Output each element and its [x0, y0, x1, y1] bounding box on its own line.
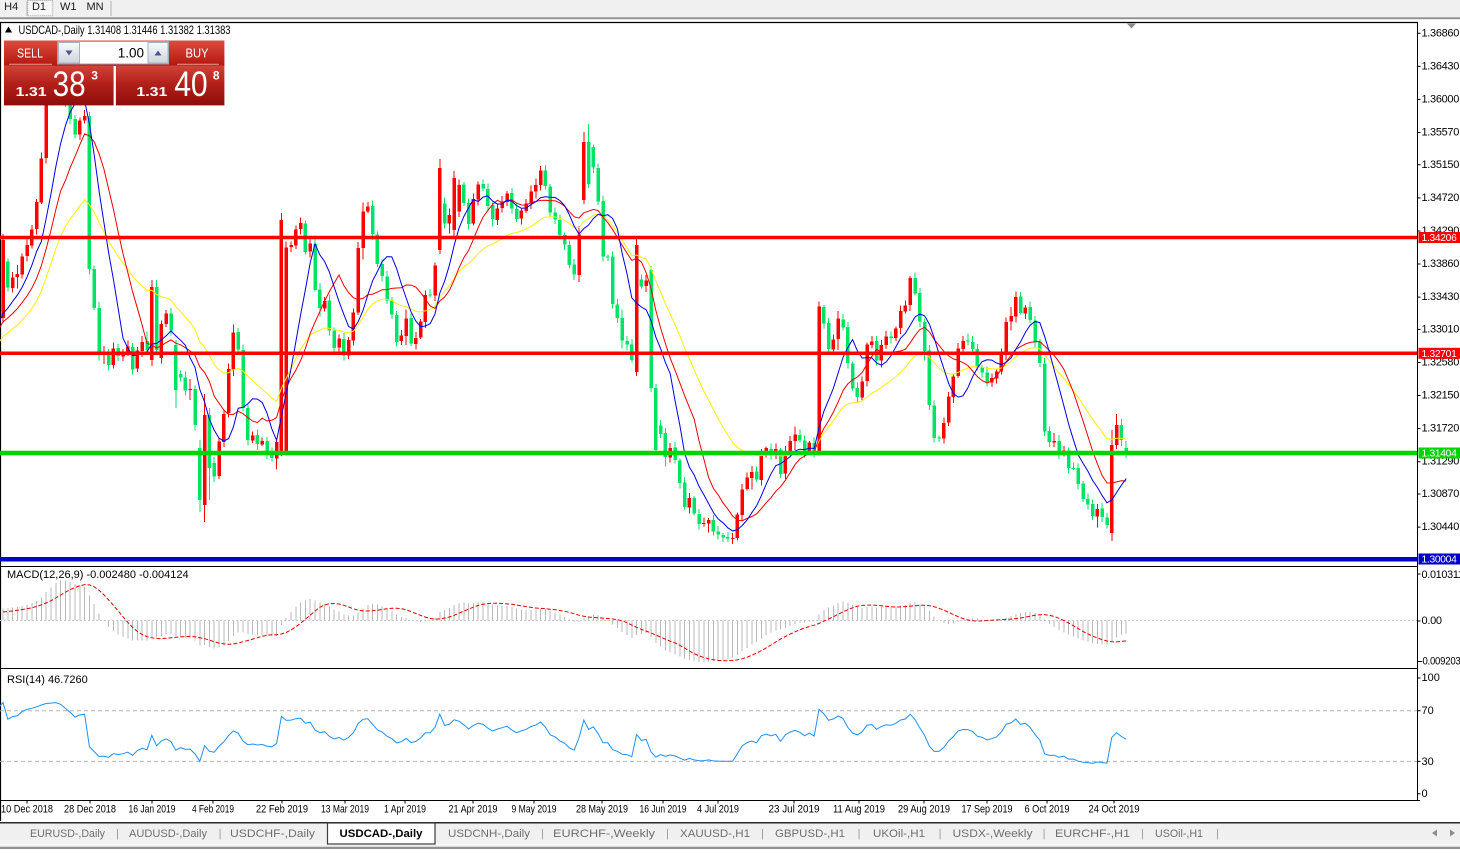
svg-text:-0.009203: -0.009203 [1420, 656, 1460, 668]
svg-text:|: | [1141, 828, 1144, 840]
svg-text:1.30440: 1.30440 [1422, 521, 1460, 533]
svg-text:70: 70 [1422, 705, 1434, 717]
svg-text:21 Apr 2019: 21 Apr 2019 [449, 804, 498, 816]
svg-text:AUDUSD-,Daily: AUDUSD-,Daily [129, 828, 207, 840]
svg-text:|: | [116, 828, 119, 840]
svg-text:USDCAD-,Daily: USDCAD-,Daily [340, 828, 424, 840]
svg-text:3: 3 [91, 69, 98, 83]
svg-text:USDCHF-,Daily: USDCHF-,Daily [230, 828, 316, 840]
svg-text:|: | [219, 828, 222, 840]
svg-text:28 May 2019: 28 May 2019 [576, 804, 628, 816]
svg-text:|: | [541, 828, 544, 840]
svg-text:17 Sep 2019: 17 Sep 2019 [962, 804, 1013, 816]
svg-text:1.36860: 1.36860 [1422, 27, 1460, 39]
svg-text:UKOil-,H1: UKOil-,H1 [873, 828, 925, 840]
svg-text:|: | [1043, 828, 1046, 840]
svg-text:9 May 2019: 9 May 2019 [512, 804, 557, 816]
svg-text:1 Apr 2019: 1 Apr 2019 [384, 804, 426, 816]
svg-text:22 Feb 2019: 22 Feb 2019 [256, 804, 308, 816]
svg-text:W1: W1 [60, 1, 77, 13]
svg-text:|: | [666, 828, 669, 840]
svg-text:1.32150: 1.32150 [1422, 390, 1460, 402]
svg-text:USOil-,H1: USOil-,H1 [1155, 828, 1203, 840]
svg-text:1.36000: 1.36000 [1422, 93, 1460, 105]
svg-text:1.36430: 1.36430 [1422, 60, 1460, 72]
svg-text:0.00: 0.00 [1422, 615, 1442, 627]
svg-text:H4: H4 [4, 1, 18, 13]
svg-text:28 Dec 2018: 28 Dec 2018 [64, 804, 116, 816]
svg-text:GBPUSD-,H1: GBPUSD-,H1 [775, 828, 845, 840]
svg-text:1.33430: 1.33430 [1422, 291, 1460, 303]
svg-text:16 Jun 2019: 16 Jun 2019 [640, 804, 687, 816]
svg-text:11 Aug 2019: 11 Aug 2019 [833, 804, 885, 816]
svg-text:BUY: BUY [186, 47, 210, 61]
svg-text:30: 30 [1422, 756, 1434, 768]
svg-text:EURCHF-,H1: EURCHF-,H1 [1055, 828, 1130, 840]
svg-text:USDX-,Weekly: USDX-,Weekly [953, 828, 1034, 840]
svg-text:|: | [939, 828, 942, 840]
svg-text:1.31720: 1.31720 [1422, 423, 1460, 435]
svg-text:13 Mar 2019: 13 Mar 2019 [321, 804, 369, 816]
svg-text:1.33860: 1.33860 [1422, 258, 1460, 270]
svg-text:EURUSD-,Daily: EURUSD-,Daily [30, 828, 105, 840]
svg-text:1.31: 1.31 [136, 84, 167, 99]
svg-text:6 Oct 2019: 6 Oct 2019 [1025, 804, 1070, 816]
svg-text:24 Oct 2019: 24 Oct 2019 [1089, 804, 1140, 816]
svg-text:23 Jul 2019: 23 Jul 2019 [769, 804, 820, 816]
svg-text:1.34206: 1.34206 [1422, 232, 1457, 244]
svg-text:MN: MN [86, 1, 103, 13]
svg-text:29 Aug 2019: 29 Aug 2019 [898, 804, 950, 816]
svg-text:USDCAD-,Daily 1.31408 1.31446: USDCAD-,Daily 1.31408 1.31446 1.31382 1.… [19, 23, 231, 37]
svg-text:EURCHF-,Weekly: EURCHF-,Weekly [553, 828, 656, 840]
svg-text:D1: D1 [32, 1, 46, 13]
svg-text:RSI(14) 46.7260: RSI(14) 46.7260 [7, 674, 88, 686]
svg-text:1.35150: 1.35150 [1422, 159, 1460, 171]
svg-text:1.34720: 1.34720 [1422, 192, 1460, 204]
svg-text:MACD(12,26,9) -0.002480 -0.004: MACD(12,26,9) -0.002480 -0.004124 [7, 569, 189, 581]
svg-text:1.35570: 1.35570 [1422, 127, 1460, 139]
svg-text:0.010311: 0.010311 [1422, 569, 1460, 581]
svg-text:SELL: SELL [17, 47, 43, 61]
svg-text:1.31: 1.31 [16, 84, 47, 99]
svg-text:38: 38 [53, 65, 86, 104]
svg-text:1.32701: 1.32701 [1422, 348, 1457, 360]
svg-text:|: | [858, 828, 861, 840]
svg-text:1.33010: 1.33010 [1422, 323, 1460, 335]
svg-text:XAUUSD-,H1: XAUUSD-,H1 [680, 828, 750, 840]
svg-text:10 Dec 2018: 10 Dec 2018 [1, 804, 53, 816]
svg-text:100: 100 [1422, 672, 1440, 684]
svg-text:40: 40 [174, 65, 208, 104]
svg-text:16 Jan 2019: 16 Jan 2019 [129, 804, 176, 816]
svg-text:4 Feb 2019: 4 Feb 2019 [192, 804, 234, 816]
svg-text:|: | [761, 828, 764, 840]
svg-text:8: 8 [213, 69, 220, 83]
svg-text:4 Jul 2019: 4 Jul 2019 [697, 804, 739, 816]
svg-text:|: | [1216, 828, 1219, 840]
svg-text:1.00: 1.00 [118, 46, 144, 61]
svg-text:1.30870: 1.30870 [1422, 488, 1460, 500]
svg-text:1.31404: 1.31404 [1422, 448, 1457, 460]
svg-text:0: 0 [1422, 788, 1428, 800]
svg-text:1.30004: 1.30004 [1422, 554, 1457, 566]
svg-text:USDCNH-,Daily: USDCNH-,Daily [448, 828, 531, 840]
